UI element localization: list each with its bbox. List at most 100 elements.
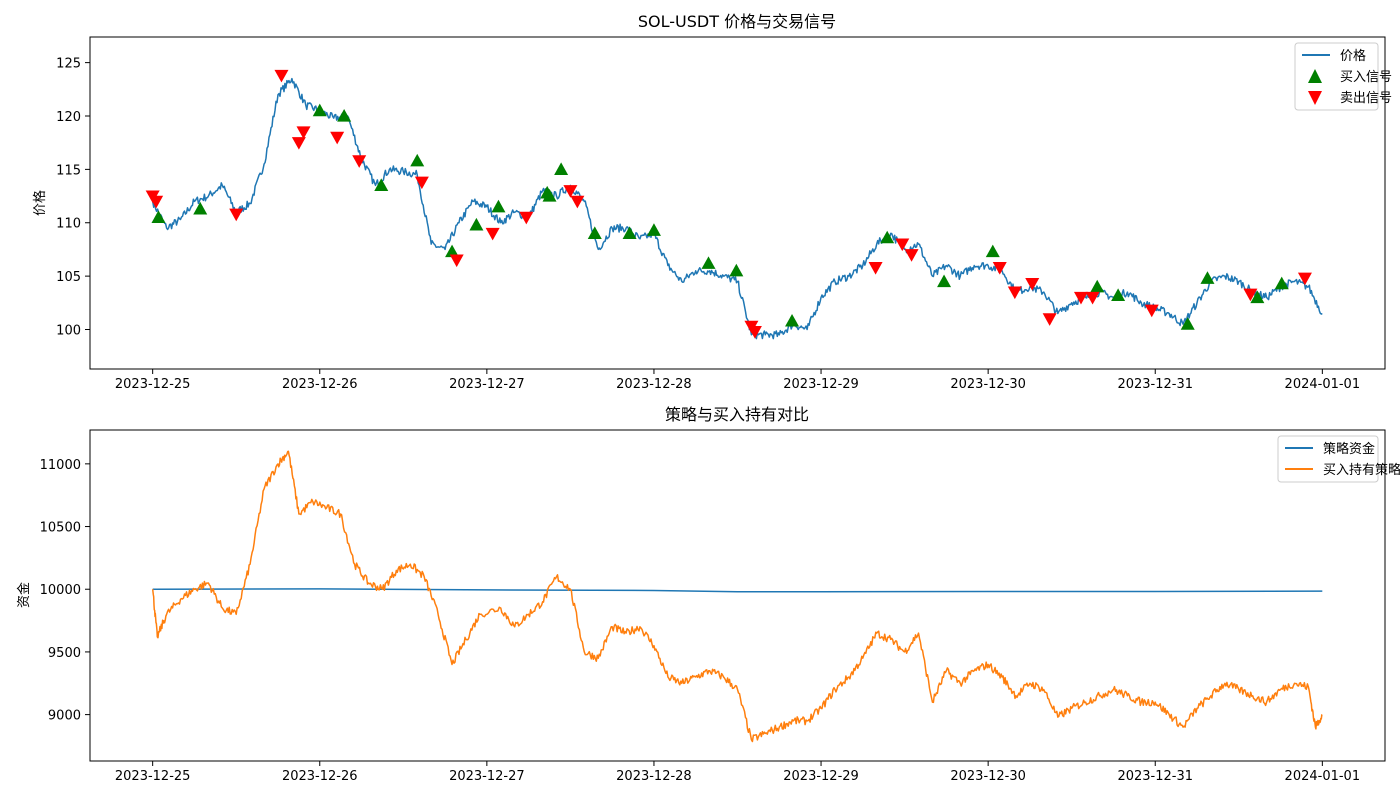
sell-signal-marker [352, 155, 367, 168]
buy-signal-marker [785, 313, 800, 327]
buy-signal-marker [1180, 317, 1195, 330]
compare-plot-area [151, 450, 1323, 743]
price-y-tick-label: 100 [56, 324, 81, 339]
compare-x-tick-label: 2023-12-25 [115, 769, 191, 784]
sell-signal-marker [1297, 272, 1312, 286]
compare-x-tick-label: 2023-12-26 [282, 769, 358, 784]
compare-x-tick-label: 2023-12-31 [1117, 769, 1193, 784]
compare-legend: 策略资金 买入持有策略 [1277, 435, 1400, 483]
sell-signal-marker [563, 185, 578, 198]
sell-signal-marker [904, 249, 919, 262]
price-x-tick-label: 2023-12-26 [282, 377, 358, 392]
sell-signal-marker [1007, 286, 1022, 300]
buy-signal-marker [491, 199, 506, 213]
buy-signal-marker [1200, 271, 1215, 284]
buy-signal-marker [622, 226, 637, 240]
buy-signal-marker [1274, 276, 1289, 290]
sell-signal-marker [449, 254, 464, 268]
price-axes-frame [89, 36, 1386, 370]
sell-signal-marker [149, 195, 164, 209]
compare-y-ticks: 9000 9500 10000 10500 11000 [40, 458, 90, 724]
buy-signal-marker [646, 223, 661, 236]
buy-signal-marker [701, 256, 716, 269]
compare-series-line-0 [152, 588, 1323, 593]
sell-signal-marker [1073, 291, 1088, 305]
sell-signal-marker [1144, 304, 1159, 318]
compare-x-tick-label: 2023-12-27 [449, 769, 525, 784]
sell-signal-marker [330, 131, 345, 145]
buy-signal-marker [880, 230, 895, 244]
sell-legend-marker [1308, 91, 1322, 105]
buy-signal-marker [937, 274, 952, 288]
sell-signal-marker [296, 126, 311, 140]
sell-signal-marker [1085, 291, 1100, 305]
sell-signal-marker [895, 238, 910, 252]
buy-signal-marker [985, 244, 1000, 258]
compare-x-tick-label: 2024-01-01 [1285, 769, 1361, 784]
price-axis-label: 价格 [32, 190, 48, 216]
compare-series-line-1 [151, 450, 1323, 743]
price-x-tick-label: 2023-12-27 [449, 377, 525, 392]
buy-signal-marker [1111, 288, 1126, 301]
price-x-tick-label: 2024-01-01 [1285, 377, 1361, 392]
price-signal-chart: SOL-USDT 价格与交易信号 价格 100 105 110 115 120 125 2… [32, 12, 1392, 392]
price-x-tick-label: 2023-12-31 [1117, 377, 1193, 392]
price-y-tick-label: 125 [56, 57, 81, 72]
sell-signal-marker [229, 208, 244, 222]
sell-signal-marker [570, 195, 585, 209]
sell-signal-marker [1025, 277, 1040, 291]
buy-signal-marker [312, 103, 327, 117]
buy-legend-marker [1308, 69, 1322, 83]
compare-x-tick-label: 2023-12-28 [616, 769, 692, 784]
sell-signal-marker [1243, 288, 1258, 302]
price-x-tick-label: 2023-12-29 [783, 377, 859, 392]
compare-x-tick-label: 2023-12-29 [783, 769, 859, 784]
buy-signal-marker [151, 210, 166, 224]
strategy-legend-label: 策略资金 [1323, 441, 1375, 457]
sell-signal-marker [868, 261, 883, 275]
buy-signal-marker [410, 153, 425, 167]
price-x-ticks: 2023-12-25 2023-12-26 2023-12-27 2023-12-28… [115, 369, 1360, 392]
price-legend: 价格 买入信号 卖出信号 [1294, 42, 1392, 111]
sell-signal-marker [1042, 313, 1057, 326]
buy-signal-marker [374, 178, 389, 191]
hold-legend-label: 买入持有策略 [1323, 462, 1400, 478]
strategy-compare-chart: 策略与买入持有对比 资金 9000 9500 10000 10500 11000 202… [16, 405, 1400, 784]
buy-signal-marker [554, 162, 569, 175]
compare-x-ticks: 2023-12-25 2023-12-26 2023-12-27 2023-12-28… [115, 761, 1360, 784]
price-y-ticks: 100 105 110 115 120 125 [56, 57, 90, 339]
sell-signal-marker [274, 69, 289, 83]
compare-y-tick-label: 10500 [40, 521, 81, 536]
sell-signal-marker [519, 211, 534, 225]
sell-signal-marker [291, 137, 306, 150]
buy-signal-marker [469, 217, 484, 231]
price-y-tick-label: 115 [56, 163, 81, 178]
buy-signal-marker [542, 189, 557, 202]
buy-signal-marker [1250, 290, 1265, 304]
compare-axes-frame [89, 429, 1386, 762]
sell-signal-marker [747, 326, 762, 339]
compare-y-tick-label: 10000 [40, 583, 81, 598]
compare-axis-label: 资金 [16, 582, 32, 608]
price-series-line-0 [151, 77, 1323, 340]
price-x-tick-label: 2023-12-28 [616, 377, 692, 392]
price-legend-price-label: 价格 [1340, 48, 1366, 64]
buy-signal-marker [729, 263, 744, 277]
price-x-tick-label: 2023-12-30 [950, 377, 1026, 392]
compare-y-tick-label: 11000 [40, 458, 81, 473]
sell-signal-marker [485, 227, 500, 241]
price-y-tick-label: 120 [56, 110, 81, 125]
compare-y-tick-label: 9000 [48, 709, 81, 724]
price-plot-area [145, 69, 1323, 340]
compare-y-tick-label: 9500 [48, 646, 81, 661]
compare-x-tick-label: 2023-12-30 [950, 769, 1026, 784]
price-chart-title: SOL-USDT 价格与交易信号 [638, 12, 836, 31]
buy-signal-marker [337, 108, 352, 122]
buy-signal-marker [1090, 279, 1105, 293]
price-y-tick-label: 110 [56, 217, 81, 232]
price-x-tick-label: 2023-12-25 [115, 377, 191, 392]
price-legend-sell-label: 卖出信号 [1340, 91, 1392, 106]
price-y-tick-label: 105 [56, 270, 81, 285]
price-legend-buy-label: 买入信号 [1340, 70, 1392, 85]
